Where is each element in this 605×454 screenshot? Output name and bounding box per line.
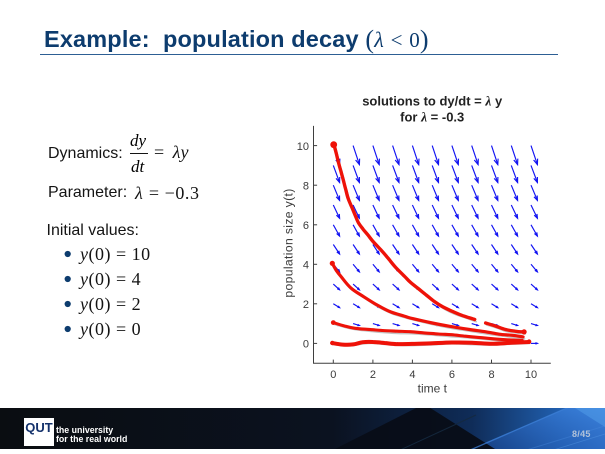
- svg-text:time t: time t: [418, 382, 448, 396]
- svg-text:0: 0: [330, 369, 336, 381]
- svg-text:4: 4: [303, 260, 309, 272]
- svg-text:0: 0: [303, 339, 309, 351]
- svg-text:8: 8: [488, 369, 494, 381]
- svg-text:10: 10: [297, 141, 309, 153]
- svg-text:8: 8: [303, 180, 309, 192]
- svg-text:2: 2: [370, 369, 376, 381]
- svg-text:4: 4: [409, 369, 415, 381]
- svg-text:10: 10: [525, 369, 537, 381]
- svg-text:6: 6: [449, 369, 455, 381]
- svg-text:solutions to dy/dt = λ y: solutions to dy/dt = λ y: [362, 93, 503, 108]
- svg-text:2: 2: [303, 299, 309, 311]
- svg-text:for λ = -0.3: for λ = -0.3: [400, 109, 464, 124]
- svg-text:population size y(t): population size y(t): [282, 188, 296, 297]
- svg-text:6: 6: [303, 220, 309, 232]
